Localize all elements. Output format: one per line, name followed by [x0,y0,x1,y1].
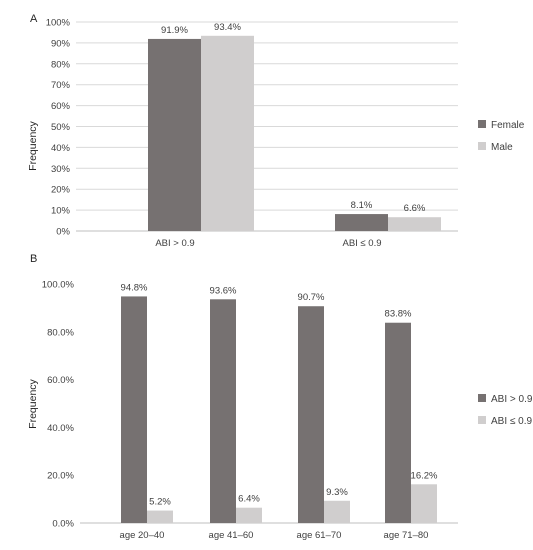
y-tick-label: 40% [51,143,71,154]
x-tick-label: age 41–60 [209,530,254,541]
data-label: 93.6% [210,285,237,296]
y-tick-label: 10% [51,206,71,217]
data-label: 5.2% [149,497,171,508]
legend-label: Male [491,142,513,153]
legend-label: ABI ≤ 0.9 [491,416,533,427]
bar-abi-0-9-3 [385,322,411,523]
data-label: 16.2% [411,470,438,481]
y-tick-label: 20% [51,185,71,196]
panel-label-A: A [30,13,38,25]
y-axis-title: Frequency [27,120,39,170]
bar-female-1 [335,214,388,231]
legend-label: Female [491,120,525,131]
data-label: 6.6% [404,203,426,214]
data-label: 8.1% [351,200,373,211]
bar-abi-0-9-0 [147,510,173,523]
legend-swatch [478,120,486,128]
y-tick-label: 30% [51,164,71,175]
data-label: 9.3% [326,487,348,498]
data-label: 91.9% [161,25,188,36]
data-label: 94.8% [121,282,148,293]
legend-swatch [478,394,486,402]
legend-label: ABI > 0.9 [491,394,533,405]
legend-swatch [478,142,486,150]
y-tick-label: 80% [51,59,71,70]
y-tick-label: 60% [51,101,71,112]
x-tick-label: ABI ≤ 0.9 [342,238,381,249]
data-label: 93.4% [214,22,241,33]
y-tick-label: 20.0% [47,471,74,482]
y-tick-label: 50% [51,122,71,133]
y-tick-label: 60.0% [47,375,74,386]
bar-abi-0-9-3 [411,484,437,523]
legend-swatch [478,416,486,424]
y-tick-label: 80.0% [47,327,74,338]
x-tick-label: age 61–70 [297,530,342,541]
bar-abi-0-9-1 [210,299,236,523]
data-label: 6.4% [238,494,260,505]
bar-abi-0-9-0 [121,296,147,523]
y-tick-label: 0.0% [52,519,74,530]
y-tick-label: 0% [56,227,70,238]
bar-abi-0-9-2 [298,306,324,523]
bar-male-1 [388,217,441,231]
bar-abi-0-9-1 [236,507,262,523]
panel-label-B: B [30,253,37,265]
y-tick-label: 100.0% [42,280,75,291]
y-tick-label: 70% [51,80,71,91]
x-tick-label: ABI > 0.9 [155,238,194,249]
bar-female-0 [148,38,201,231]
y-axis-title: Frequency [27,378,39,428]
y-tick-label: 90% [51,38,71,49]
x-tick-label: age 20–40 [120,530,165,541]
x-tick-label: age 71–80 [384,530,429,541]
bar-male-0 [201,35,254,231]
bar-abi-0-9-2 [324,500,350,523]
data-label: 90.7% [298,292,325,303]
y-tick-label: 40.0% [47,423,74,434]
data-label: 83.8% [385,309,412,320]
y-tick-label: 100% [46,18,71,29]
